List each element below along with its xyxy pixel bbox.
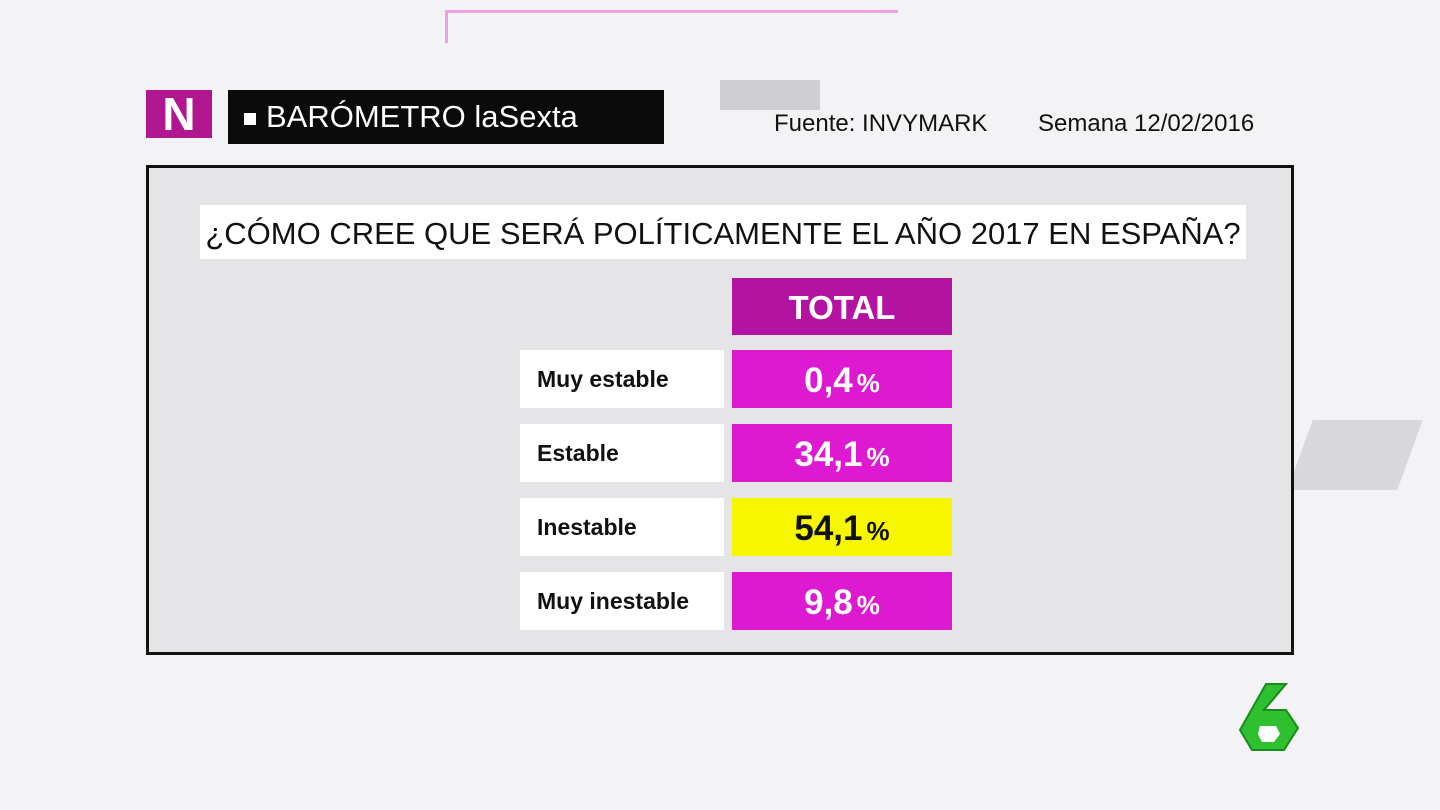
title: BARÓMETRO laSexta [266,99,578,134]
background-shape [1287,420,1423,490]
background-shape [720,80,820,110]
row-unit: % [856,368,880,398]
row-value: 54,1 [794,509,863,548]
row-value-cell: 54,1% [732,498,952,556]
source: Fuente: INVYMARK [774,110,988,137]
row-unit: % [866,516,890,546]
row-unit: % [856,590,880,620]
column-header: TOTAL [732,278,952,335]
question: ¿CÓMO CREE QUE SERÁ POLÍTICAMENTE EL AÑO… [200,205,1246,259]
bullet [244,112,256,125]
row-value: 34,1 [794,435,863,474]
row-label: Muy estable [520,350,724,408]
row-label: Muy inestable [520,572,724,630]
title-box: BARÓMETRO laSexta [228,90,664,144]
background-line [445,10,898,43]
row-value: 0,4 [804,361,853,400]
row-value-cell: 34,1% [732,424,952,482]
row-value-cell: 9,8% [732,572,952,630]
row-value: 9,8 [804,583,853,622]
row-label: Inestable [520,498,724,556]
row-label: Estable [520,424,724,482]
row-value-cell: 0,4% [732,350,952,408]
logo: N [146,90,212,138]
week: Semana 12/02/2016 [1038,110,1255,137]
channel-logo [1238,683,1300,751]
row-unit: % [866,442,890,472]
